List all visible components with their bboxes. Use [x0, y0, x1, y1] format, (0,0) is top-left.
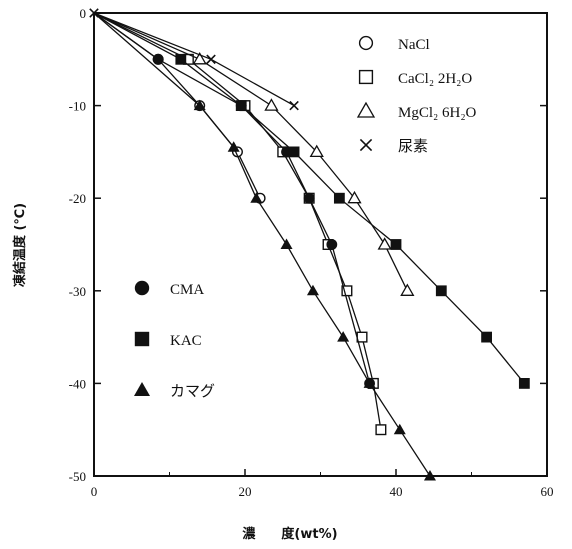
- x-tick-label: 0: [91, 484, 98, 499]
- legend-marker: [358, 69, 374, 85]
- x-tick-label: 60: [541, 484, 554, 499]
- legend-upper-right: NaCl CaCl₂ 2H₂O MgCl₂ 6H₂O 尿素: [356, 35, 477, 155]
- y-tick-label: -40: [69, 376, 86, 391]
- data-point: [435, 285, 447, 297]
- x-tick-label: 20: [239, 484, 252, 499]
- data-point: [333, 192, 345, 204]
- data-point: [306, 284, 319, 296]
- legend-marker: [356, 101, 376, 118]
- series-line: [93, 12, 382, 430]
- y-tick-label: -20: [69, 191, 86, 206]
- series-cacl-2h-o-1: [93, 12, 387, 436]
- legend-marker: [134, 280, 150, 296]
- axis-ticks: 0 20 40 60 0 -10 -20 -30 -40 -50: [69, 6, 554, 499]
- series-line: [93, 12, 371, 384]
- data-point: [227, 141, 240, 152]
- data-point: [481, 331, 492, 343]
- data-point: [326, 239, 338, 250]
- legend-marker: [134, 382, 150, 396]
- data-point: [235, 100, 247, 111]
- data-point: [250, 192, 263, 203]
- x-tick-label: 40: [390, 484, 403, 499]
- legend-label: カマグ: [170, 383, 215, 400]
- data-point: [356, 331, 368, 343]
- y-tick-label: -10: [69, 99, 86, 114]
- data-point: [337, 331, 350, 342]
- data-point: [175, 53, 187, 65]
- series-line: [93, 12, 295, 107]
- data-point: [341, 285, 353, 297]
- data-point: [400, 283, 415, 296]
- y-tick-label: 0: [80, 6, 87, 21]
- data-point: [303, 192, 315, 204]
- data-point: [390, 239, 402, 250]
- data-point: [363, 377, 376, 388]
- legend-label: MgCl₂ 6H₂O: [398, 105, 477, 121]
- data-point: [288, 146, 300, 158]
- data-point: [518, 378, 530, 389]
- series-line: [93, 12, 431, 477]
- legend-label: CMA: [170, 282, 204, 298]
- legend-label: NaCl: [398, 37, 430, 53]
- data-point: [289, 100, 299, 111]
- data-point: [347, 190, 362, 204]
- data-point: [192, 51, 207, 65]
- data-point: [377, 237, 392, 250]
- series-jp-6: [93, 12, 436, 481]
- data-point: [264, 98, 279, 111]
- series-line: [93, 12, 261, 199]
- legend-lower-left: CMA KAC カマグ: [134, 280, 215, 400]
- plot-series-group: [89, 8, 530, 481]
- series-mgcl-6h-o-2: [93, 12, 415, 296]
- legend-marker: [134, 331, 150, 347]
- legend-marker: [359, 138, 373, 152]
- legend-marker: [358, 35, 374, 51]
- y-axis-title: 凍結温度 (℃): [12, 203, 28, 287]
- data-point: [309, 144, 324, 158]
- plot-frame: [93, 12, 548, 477]
- data-point: [152, 53, 164, 65]
- legend-label: 尿素: [398, 138, 428, 155]
- series-jp-3: [93, 12, 299, 111]
- data-point: [393, 423, 406, 435]
- series-kac-5: [93, 12, 530, 389]
- data-point: [193, 99, 206, 111]
- data-point: [280, 238, 293, 249]
- legend-label: CaCl₂ 2H₂O: [398, 71, 472, 87]
- x-axis-title: 濃 度(wt%): [242, 526, 337, 542]
- y-tick-label: -30: [69, 284, 86, 299]
- y-tick-label: -50: [69, 469, 86, 484]
- legend-label: KAC: [170, 333, 202, 349]
- data-point: [375, 424, 387, 436]
- data-point: [206, 54, 216, 65]
